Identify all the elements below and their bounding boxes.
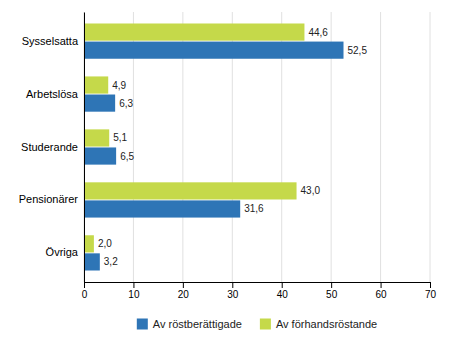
legend-item: Av röstberättigade [137, 318, 242, 330]
tick: Sysselsatta [22, 35, 84, 47]
tick-label: 50 [326, 289, 338, 300]
tick: 20 [178, 282, 190, 300]
bars [84, 23, 344, 270]
legend: Av röstberättigade Av förhandsröstande [137, 318, 377, 330]
bar [84, 76, 108, 93]
tick-mark [133, 282, 134, 288]
tick-mark [84, 282, 85, 288]
legend-swatch [260, 319, 271, 330]
x-axis: 0 10 20 30 40 50 60 70 [82, 282, 437, 300]
tick: 50 [326, 282, 338, 300]
chart: 52,5 6,3 6,5 31,6 3,2 44,6 4,9 5,1 43,0 2,0 0 10 20 3… [0, 0, 454, 340]
bar [84, 129, 109, 146]
legend-swatch [137, 319, 148, 330]
tick-label: 10 [128, 289, 140, 300]
data-label: 2,0 [98, 238, 112, 249]
legend-label: Av röstberättigade [153, 318, 242, 330]
tick: Arbetslösa [26, 88, 84, 100]
tick: 30 [227, 282, 239, 300]
data-label: 44,6 [308, 27, 328, 38]
legend-label: Av förhandsröstande [276, 318, 377, 330]
bar [84, 42, 344, 59]
axis-line [84, 13, 85, 283]
legend-item: Av förhandsröstande [260, 318, 377, 330]
tick-mark [430, 282, 431, 288]
bar [84, 200, 240, 217]
grid-line [84, 12, 85, 282]
tick: 40 [277, 282, 289, 300]
tick-mark [183, 282, 184, 288]
data-label: 3,2 [104, 256, 118, 267]
tick-label: Arbetslösa [26, 88, 79, 100]
tick-label: 20 [178, 289, 190, 300]
data-labels: 52,5 6,3 6,5 31,6 3,2 44,6 4,9 5,1 43,0 2,0 [98, 27, 368, 268]
tick-label: Studerande [21, 141, 78, 153]
tick-label: 70 [425, 289, 437, 300]
bar [84, 253, 100, 270]
tick-label: 0 [82, 289, 88, 300]
grid [84, 12, 430, 282]
tick: Pensionärer [19, 193, 84, 205]
data-label: 43,0 [301, 185, 321, 196]
tick-label: Övriga [46, 246, 79, 258]
bar [84, 95, 115, 112]
tick: 10 [128, 282, 140, 300]
bar [84, 235, 94, 252]
tick: Studerande [21, 141, 84, 153]
bar [84, 147, 116, 164]
tick-label: 40 [277, 289, 289, 300]
tick-mark [282, 282, 283, 288]
y-axis: Sysselsatta Arbetslösa Studerande Pensionär… [19, 13, 85, 283]
data-label: 31,6 [244, 203, 264, 214]
tick: Övriga [46, 246, 84, 258]
bar [84, 182, 297, 199]
bar [84, 23, 304, 40]
tick-mark [331, 282, 332, 288]
grid-line [380, 12, 381, 282]
tick: 60 [376, 282, 388, 300]
grid-line [430, 12, 431, 282]
tick: 70 [425, 282, 437, 300]
data-label: 6,5 [120, 151, 134, 162]
tick-label: Sysselsatta [22, 35, 79, 47]
plot: 52,5 6,3 6,5 31,6 3,2 44,6 4,9 5,1 43,0 2,0 0 10 20 3… [19, 12, 437, 300]
data-label: 52,5 [348, 45, 368, 56]
tick-label: 30 [227, 289, 239, 300]
data-label: 4,9 [112, 80, 126, 91]
tick-label: Pensionärer [19, 193, 79, 205]
tick-label: 60 [376, 289, 388, 300]
tick-mark [381, 282, 382, 288]
data-label: 6,3 [119, 98, 133, 109]
tick: 0 [82, 282, 88, 300]
tick-mark [232, 282, 233, 288]
data-label: 5,1 [113, 132, 127, 143]
axis-line [85, 283, 431, 289]
